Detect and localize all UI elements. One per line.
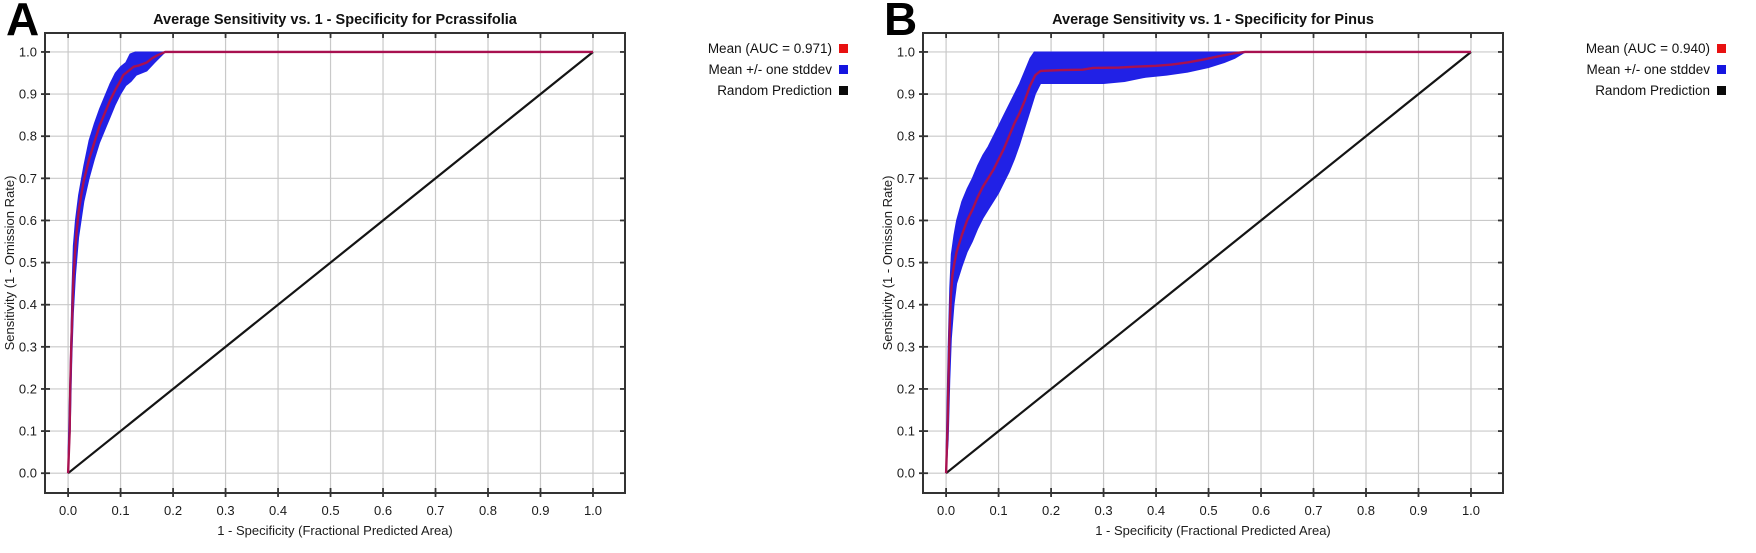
- svg-text:0.3: 0.3: [1095, 503, 1113, 518]
- svg-text:0.9: 0.9: [897, 87, 915, 102]
- svg-text:0.2: 0.2: [1042, 503, 1060, 518]
- svg-text:1 - Specificity (Fractional Pr: 1 - Specificity (Fractional Predicted Ar…: [217, 523, 453, 538]
- legend-label-random: Random Prediction: [717, 83, 832, 98]
- svg-text:0.1: 0.1: [19, 424, 37, 439]
- svg-text:0.5: 0.5: [897, 255, 915, 270]
- svg-text:Average Sensitivity vs. 1 - Sp: Average Sensitivity vs. 1 - Specificity …: [1052, 12, 1374, 28]
- legend-swatch-red: [1717, 44, 1726, 53]
- svg-text:0.2: 0.2: [164, 503, 182, 518]
- legend-swatch-blue: [1717, 65, 1726, 74]
- legend-item-mean: Mean (AUC = 0.971): [636, 40, 848, 57]
- legend-b: Mean (AUC = 0.940) Mean +/- one stddev R…: [1514, 40, 1726, 99]
- legend-label-mean: Mean (AUC = 0.971): [707, 41, 832, 56]
- svg-text:0.7: 0.7: [897, 171, 915, 186]
- legend-label-stddev: Mean +/- one stddev: [708, 62, 832, 77]
- svg-text:0.3: 0.3: [217, 503, 235, 518]
- legend-label-random: Random Prediction: [1595, 83, 1710, 98]
- svg-text:0.1: 0.1: [897, 424, 915, 439]
- svg-text:0.0: 0.0: [937, 503, 955, 518]
- svg-text:0.6: 0.6: [19, 213, 37, 228]
- svg-text:0.4: 0.4: [19, 297, 37, 312]
- svg-text:Sensitivity (1 - Omission Rate: Sensitivity (1 - Omission Rate): [2, 176, 17, 351]
- svg-text:Average Sensitivity vs. 1 - Sp: Average Sensitivity vs. 1 - Specificity …: [153, 12, 518, 28]
- svg-text:0.4: 0.4: [1147, 503, 1165, 518]
- svg-text:0.0: 0.0: [19, 466, 37, 481]
- svg-text:1.0: 1.0: [1462, 503, 1480, 518]
- legend-a: Mean (AUC = 0.971) Mean +/- one stddev R…: [636, 40, 848, 99]
- svg-text:1.0: 1.0: [584, 503, 602, 518]
- svg-text:0.7: 0.7: [19, 171, 37, 186]
- svg-text:1 - Specificity (Fractional Pr: 1 - Specificity (Fractional Predicted Ar…: [1095, 523, 1331, 538]
- svg-text:0.5: 0.5: [19, 255, 37, 270]
- svg-text:0.8: 0.8: [479, 503, 497, 518]
- svg-text:1.0: 1.0: [897, 44, 915, 59]
- roc-chart-pinus: 0.0 0.1 0.2 0.3 0.4 0.5 0.6 0.7 0.8 0.9 1.0 0.0 0.1 0…: [880, 12, 1504, 538]
- svg-text:0.2: 0.2: [897, 381, 915, 396]
- svg-text:1.0: 1.0: [19, 44, 37, 59]
- legend-swatch-black: [1717, 86, 1726, 95]
- svg-text:0.9: 0.9: [531, 503, 549, 518]
- svg-text:0.2: 0.2: [19, 381, 37, 396]
- svg-text:0.9: 0.9: [1409, 503, 1427, 518]
- legend-item-mean: Mean (AUC = 0.940): [1514, 40, 1726, 57]
- svg-text:0.1: 0.1: [112, 503, 130, 518]
- svg-text:Sensitivity (1 - Omission Rate: Sensitivity (1 - Omission Rate): [880, 176, 895, 351]
- svg-text:0.0: 0.0: [59, 503, 77, 518]
- svg-text:0.3: 0.3: [897, 339, 915, 354]
- svg-text:0.6: 0.6: [1252, 503, 1270, 518]
- svg-text:0.1: 0.1: [990, 503, 1008, 518]
- panel-b-letter: B: [884, 0, 918, 45]
- svg-text:0.8: 0.8: [897, 129, 915, 144]
- svg-text:0.4: 0.4: [269, 503, 287, 518]
- roc-chart-pcrassifolia: 0.0 0.1 0.2 0.3 0.4 0.5 0.6 0.7 0.8 0.9 1.0 0.0 0.1 0…: [2, 12, 626, 538]
- svg-text:0.5: 0.5: [1199, 503, 1217, 518]
- legend-item-stddev: Mean +/- one stddev: [636, 61, 848, 78]
- legend-swatch-red: [839, 44, 848, 53]
- svg-text:0.8: 0.8: [19, 129, 37, 144]
- svg-text:0.4: 0.4: [897, 297, 915, 312]
- panel-a: A 0.0 0.1 0.2 0.3 0.4 0.5 0.6 0.7 0.8 0.9 1.0 0.0 0.…: [2, 0, 848, 538]
- svg-text:0.3: 0.3: [19, 339, 37, 354]
- svg-text:0.7: 0.7: [426, 503, 444, 518]
- legend-item-random: Random Prediction: [1514, 82, 1726, 99]
- svg-text:0.8: 0.8: [1357, 503, 1375, 518]
- panel-a-letter: A: [6, 0, 40, 45]
- svg-text:0.9: 0.9: [19, 87, 37, 102]
- svg-text:0.0: 0.0: [897, 466, 915, 481]
- legend-swatch-blue: [839, 65, 848, 74]
- panel-b: B 0.0 0.1 0.2 0.3 0.4 0.5 0.6 0.7 0.8 0.9 1.0 0.0 0.…: [878, 0, 1756, 553]
- svg-text:0.5: 0.5: [321, 503, 339, 518]
- svg-text:0.7: 0.7: [1304, 503, 1322, 518]
- legend-item-random: Random Prediction: [636, 82, 848, 99]
- legend-label-mean: Mean (AUC = 0.940): [1585, 41, 1710, 56]
- legend-label-stddev: Mean +/- one stddev: [1586, 62, 1710, 77]
- legend-swatch-black: [839, 86, 848, 95]
- legend-item-stddev: Mean +/- one stddev: [1514, 61, 1726, 78]
- svg-text:0.6: 0.6: [374, 503, 392, 518]
- svg-text:0.6: 0.6: [897, 213, 915, 228]
